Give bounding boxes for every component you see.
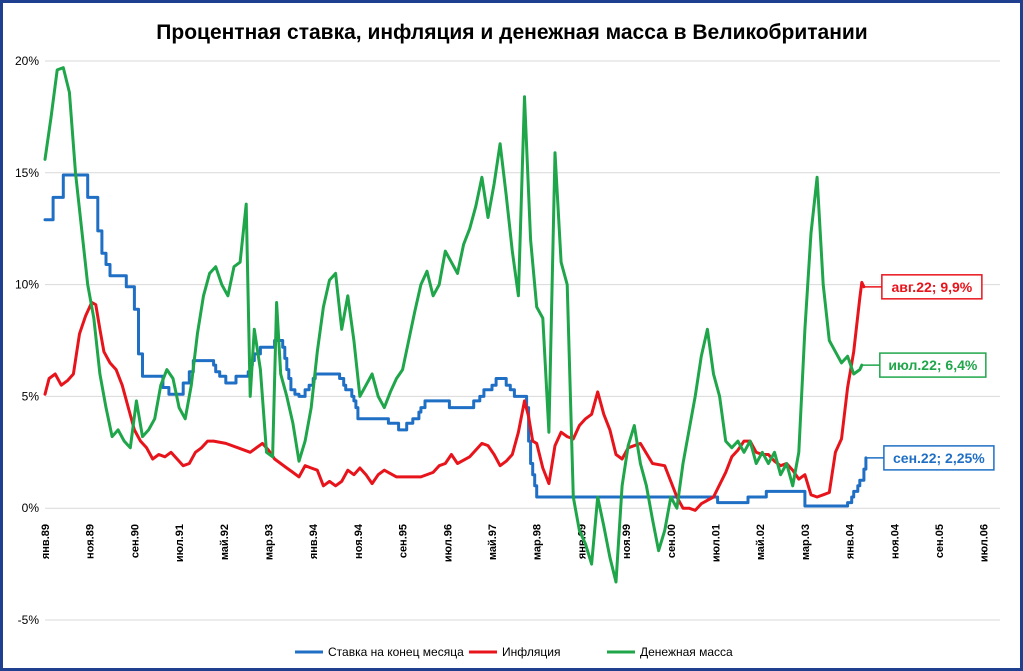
series-line-2 [43,66,864,584]
x-axis-ticks: янв.89 ноя.89 сен.90 июл.91 май.92 мар.93 янв.… [40,523,991,562]
legend: Ставка на конец месяца Инфляция Денежная м… [295,645,733,659]
x-tick-label: июл.01 [711,524,723,562]
x-tick-label: сен.00 [666,524,678,558]
annotation-label: сен.22; 2,25% [893,450,985,466]
annotations: авг.22; 9,9% июл.22; 6,4% сен.22; 2,25% [861,274,995,471]
annotation-box [879,352,987,378]
x-tick-label: мар.98 [532,524,544,560]
line-chart: Процентная ставка, инфляция и денежная м… [15,21,1000,659]
x-tick-label: ноя.89 [85,524,97,559]
x-tick-label: июл.06 [979,524,991,562]
x-tick-label: май.02 [755,524,767,560]
x-tick-label: янв.89 [40,524,52,559]
annotation-label: июл.22; 6,4% [888,357,978,373]
x-tick-label: мар.03 [800,524,812,560]
x-tick-label: ноя.94 [353,523,365,559]
legend-entry: Инфляция [502,645,560,659]
y-tick-label: 15% [15,166,39,180]
x-tick-label: янв.04 [845,523,857,559]
annotation-box [881,274,983,300]
legend-entry: Денежная масса [640,645,733,659]
x-tick-label: июл.96 [442,524,454,562]
series-line-1 [43,280,866,512]
series-line-0 [43,173,868,508]
annotation-box [883,445,995,471]
x-tick-label: июл.91 [174,524,186,562]
x-tick-label: май.97 [487,524,499,560]
y-tick-label: 5% [22,389,40,403]
x-tick-label: сен.95 [398,524,410,558]
x-tick-label: янв.94 [308,523,320,559]
x-tick-label: сен.90 [129,524,141,558]
y-tick-label: 20% [15,54,39,68]
annotation-label: авг.22; 9,9% [891,279,972,295]
x-tick-label: сен.05 [934,524,946,558]
y-axis-ticks: -5% 0% 5% 10% 15% 20% [15,54,39,627]
y-tick-label: 10% [15,278,39,292]
x-tick-label: ноя.04 [889,523,901,559]
x-tick-label: май.92 [219,524,231,560]
x-tick-label: мар.93 [264,524,276,560]
y-tick-label: -5% [18,613,40,627]
series-lines [43,66,868,584]
x-tick-label: ноя.99 [621,524,633,559]
legend-entry: Ставка на конец месяца [328,645,464,659]
chart-title: Процентная ставка, инфляция и денежная м… [156,21,867,44]
y-tick-label: 0% [22,501,40,515]
